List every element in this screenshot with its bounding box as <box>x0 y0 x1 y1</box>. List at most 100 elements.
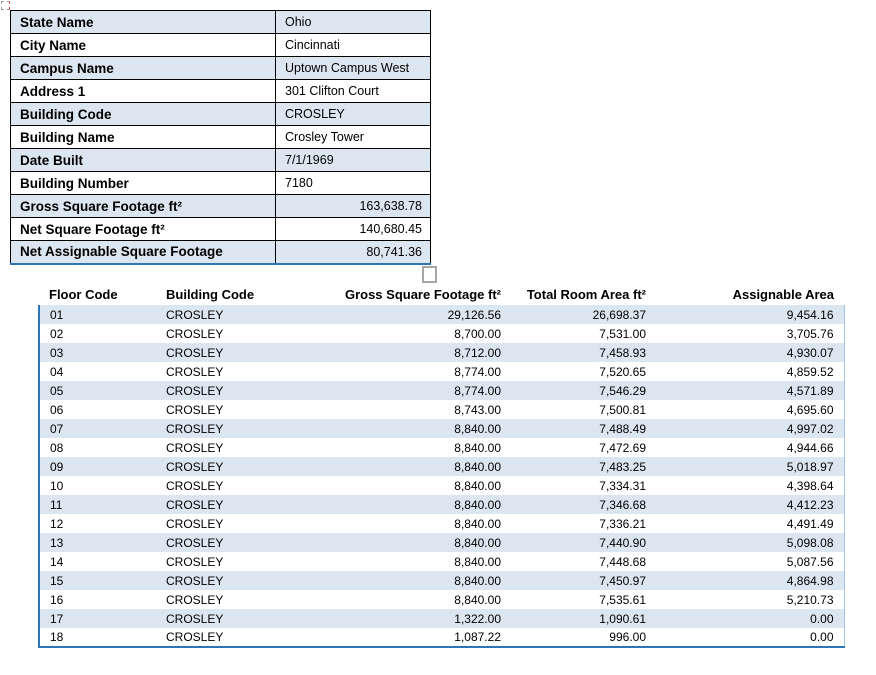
floor-cell[interactable]: 8,840.00 <box>454 592 501 607</box>
floor-cell[interactable]: 7,334.31 <box>599 478 646 493</box>
floor-cell[interactable]: 10 <box>38 476 156 495</box>
floor-cell[interactable]: 7,346.68 <box>511 495 656 514</box>
floor-cell[interactable]: 4,997.02 <box>656 419 845 438</box>
floor-cell[interactable]: 7,440.90 <box>511 533 656 552</box>
floor-cell[interactable]: 02 <box>38 324 156 343</box>
floor-cell[interactable]: CROSLEY <box>156 381 301 400</box>
floor-cell[interactable]: CROSLEY <box>166 364 224 379</box>
floor-cell[interactable]: 26,698.37 <box>511 305 656 324</box>
info-value-cell[interactable]: Ohio <box>275 10 431 34</box>
floor-cell[interactable]: 7,472.69 <box>599 440 646 455</box>
floor-cell[interactable]: 9,454.16 <box>656 305 845 324</box>
floor-cell[interactable]: 8,774.00 <box>454 364 501 379</box>
floor-cell[interactable]: 29,126.56 <box>301 305 511 324</box>
floor-cell[interactable]: 1,322.00 <box>301 609 511 628</box>
floor-cell[interactable]: 05 <box>38 381 156 400</box>
floor-cell[interactable]: CROSLEY <box>166 326 224 341</box>
floor-cell[interactable]: 8,840.00 <box>454 516 501 531</box>
floor-cell[interactable]: CROSLEY <box>156 457 301 476</box>
floor-cell[interactable]: CROSLEY <box>166 516 224 531</box>
floor-cell[interactable]: 4,571.89 <box>656 381 845 400</box>
info-value-cell[interactable]: 7/1/1969 <box>275 148 431 172</box>
info-label-cell[interactable]: Net Assignable Square Footage <box>10 240 276 264</box>
floor-cell[interactable]: CROSLEY <box>156 495 301 514</box>
floor-cell[interactable]: 06 <box>38 400 156 419</box>
floor-cell[interactable]: 8,840.00 <box>454 554 501 569</box>
floor-cell[interactable]: 0.00 <box>656 628 845 648</box>
floor-cell[interactable]: 996.00 <box>511 628 656 648</box>
info-value-cell[interactable]: 80,741.36 <box>275 240 431 264</box>
floor-cell[interactable]: 7,458.93 <box>511 343 656 362</box>
info-label-cell[interactable]: State Name <box>10 10 276 34</box>
floor-cell[interactable]: CROSLEY <box>166 478 224 493</box>
floor-cell[interactable]: 7,535.61 <box>599 592 646 607</box>
floor-cell[interactable]: 03 <box>38 343 156 362</box>
floor-cell[interactable]: 7,336.21 <box>599 516 646 531</box>
floor-cell[interactable]: 11 <box>38 495 156 514</box>
floor-cell[interactable]: 8,840.00 <box>301 419 511 438</box>
floor-cell[interactable]: 5,018.97 <box>656 457 845 476</box>
info-label-cell[interactable]: Building Code <box>10 102 276 126</box>
floor-cell[interactable]: CROSLEY <box>166 592 224 607</box>
floor-cell[interactable]: 0.00 <box>656 609 845 628</box>
info-label-cell[interactable]: City Name <box>10 33 276 57</box>
floor-cell[interactable]: 8,700.00 <box>454 326 501 341</box>
floor-cell[interactable]: 4,398.64 <box>656 476 845 495</box>
floor-cell[interactable]: 4,491.49 <box>656 514 845 533</box>
info-value-cell[interactable]: 301 Clifton Court <box>275 79 431 103</box>
info-value-cell[interactable]: 7180 <box>275 171 431 195</box>
floor-cell[interactable]: 8,840.00 <box>301 533 511 552</box>
floor-column-header[interactable]: Total Room Area ft² <box>511 283 656 305</box>
floor-cell[interactable]: CROSLEY <box>156 343 301 362</box>
floor-cell[interactable]: 15 <box>38 571 156 590</box>
floor-cell[interactable]: 7,500.81 <box>599 402 646 417</box>
floor-cell[interactable]: 8,840.00 <box>301 457 511 476</box>
floor-cell[interactable]: 8,840.00 <box>301 571 511 590</box>
floor-cell[interactable]: 4,859.52 <box>656 362 845 381</box>
floor-cell[interactable]: CROSLEY <box>156 609 301 628</box>
floor-column-header[interactable]: Building Code <box>156 283 301 305</box>
floor-cell[interactable]: CROSLEY <box>156 628 301 648</box>
floor-column-header[interactable]: Floor Code <box>39 283 156 305</box>
floor-column-header[interactable]: Gross Square Footage ft² <box>301 283 511 305</box>
info-value-cell[interactable]: Uptown Campus West <box>275 56 431 80</box>
floor-cell[interactable]: 08 <box>38 438 156 457</box>
floor-cell[interactable]: 7,450.97 <box>511 571 656 590</box>
floor-cell[interactable]: CROSLEY <box>166 554 224 569</box>
info-label-cell[interactable]: Address 1 <box>10 79 276 103</box>
info-value-cell[interactable]: 140,680.45 <box>275 217 431 241</box>
floor-cell[interactable]: CROSLEY <box>166 440 224 455</box>
floor-cell[interactable]: 09 <box>38 457 156 476</box>
info-value-cell[interactable]: CROSLEY <box>275 102 431 126</box>
info-label-cell[interactable]: Gross Square Footage ft² <box>10 194 276 218</box>
floor-cell[interactable]: 4,930.07 <box>656 343 845 362</box>
floor-cell[interactable]: 7,488.49 <box>511 419 656 438</box>
floor-cell[interactable]: 12 <box>38 514 156 533</box>
floor-cell[interactable]: 8,774.00 <box>301 381 511 400</box>
floor-cell[interactable]: 3,705.76 <box>656 324 845 343</box>
info-label-cell[interactable]: Date Built <box>10 148 276 172</box>
info-value-cell[interactable]: 163,638.78 <box>275 194 431 218</box>
floor-cell[interactable]: 14 <box>38 552 156 571</box>
floor-cell[interactable]: 1,087.22 <box>301 628 511 648</box>
floor-cell[interactable]: 4,695.60 <box>656 400 845 419</box>
floor-cell[interactable]: 8,840.00 <box>454 478 501 493</box>
floor-cell[interactable]: 7,546.29 <box>511 381 656 400</box>
floor-cell[interactable]: 04 <box>38 362 156 381</box>
info-label-cell[interactable]: Building Number <box>10 171 276 195</box>
floor-cell[interactable]: CROSLEY <box>156 571 301 590</box>
info-value-cell[interactable]: Crosley Tower <box>275 125 431 149</box>
floor-cell[interactable]: 07 <box>38 419 156 438</box>
floor-cell[interactable]: 8,840.00 <box>454 440 501 455</box>
floor-cell[interactable]: 01 <box>38 305 156 324</box>
floor-cell[interactable]: 4,864.98 <box>656 571 845 590</box>
floor-cell[interactable]: 5,098.08 <box>656 533 845 552</box>
floor-cell[interactable]: 18 <box>38 628 156 648</box>
floor-cell[interactable]: 5,210.73 <box>656 590 845 609</box>
floor-column-header[interactable]: Assignable Area <box>656 283 844 305</box>
floor-cell[interactable]: CROSLEY <box>166 402 224 417</box>
unchecked-checkbox[interactable] <box>422 266 437 283</box>
floor-cell[interactable]: 16 <box>38 590 156 609</box>
floor-cell[interactable]: CROSLEY <box>156 419 301 438</box>
floor-cell[interactable]: 8,743.00 <box>454 402 501 417</box>
